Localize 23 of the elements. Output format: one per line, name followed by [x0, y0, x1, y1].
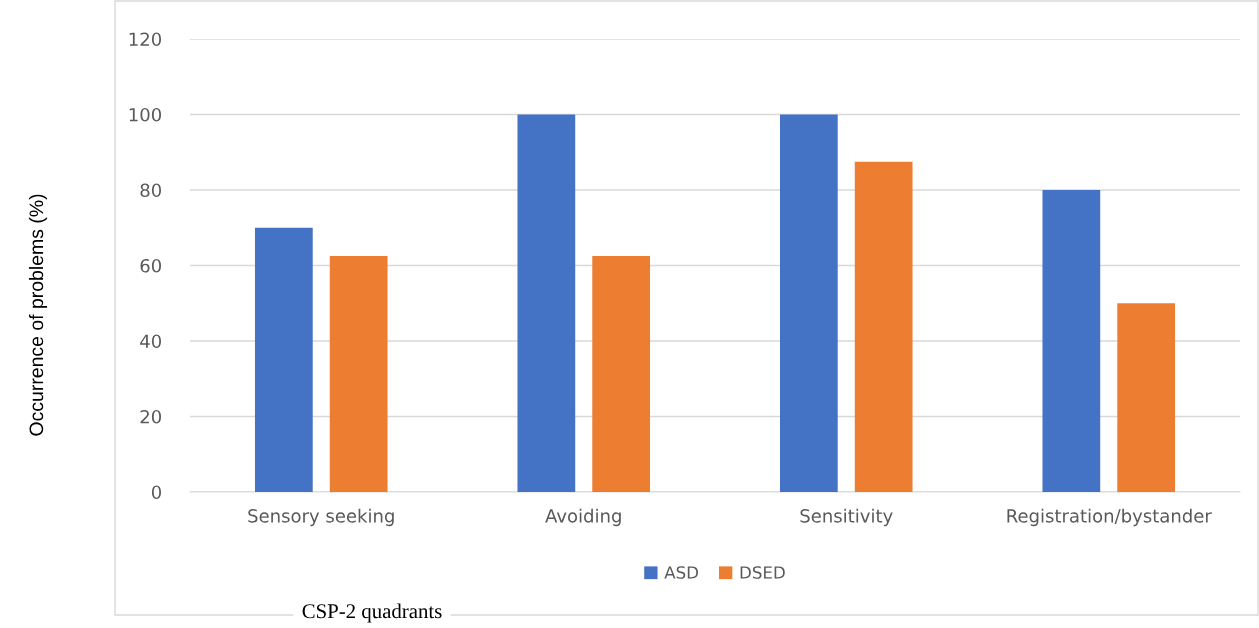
bar — [854, 161, 913, 492]
legend-label: ASD — [664, 566, 699, 579]
y-tick-label: 100 — [129, 107, 162, 122]
bar — [517, 114, 576, 492]
bar — [592, 256, 651, 492]
bar — [329, 256, 388, 492]
y-tick-label: 60 — [140, 258, 162, 273]
y-tick-label: 120 — [129, 32, 162, 47]
y-axis-title: Occurrence of problems (%) — [28, 194, 48, 436]
x-tick-label: Registration/bystander — [1007, 508, 1212, 527]
x-tick-label: Sensory seeking — [248, 508, 394, 527]
x-axis-title: CSP-2 quadrants — [302, 603, 442, 623]
x-tick-label: Sensitivity — [800, 508, 893, 527]
bar — [779, 114, 838, 492]
bar — [1117, 303, 1176, 492]
y-tick-label: 20 — [140, 409, 162, 424]
y-tick-label: 80 — [140, 183, 162, 198]
bar — [254, 227, 313, 492]
x-tick-label: Avoiding — [545, 508, 621, 527]
legend-label: DSED — [740, 566, 785, 579]
bar — [1042, 190, 1101, 492]
y-tick-label: 40 — [140, 334, 162, 349]
y-tick-label: 0 — [151, 485, 162, 500]
